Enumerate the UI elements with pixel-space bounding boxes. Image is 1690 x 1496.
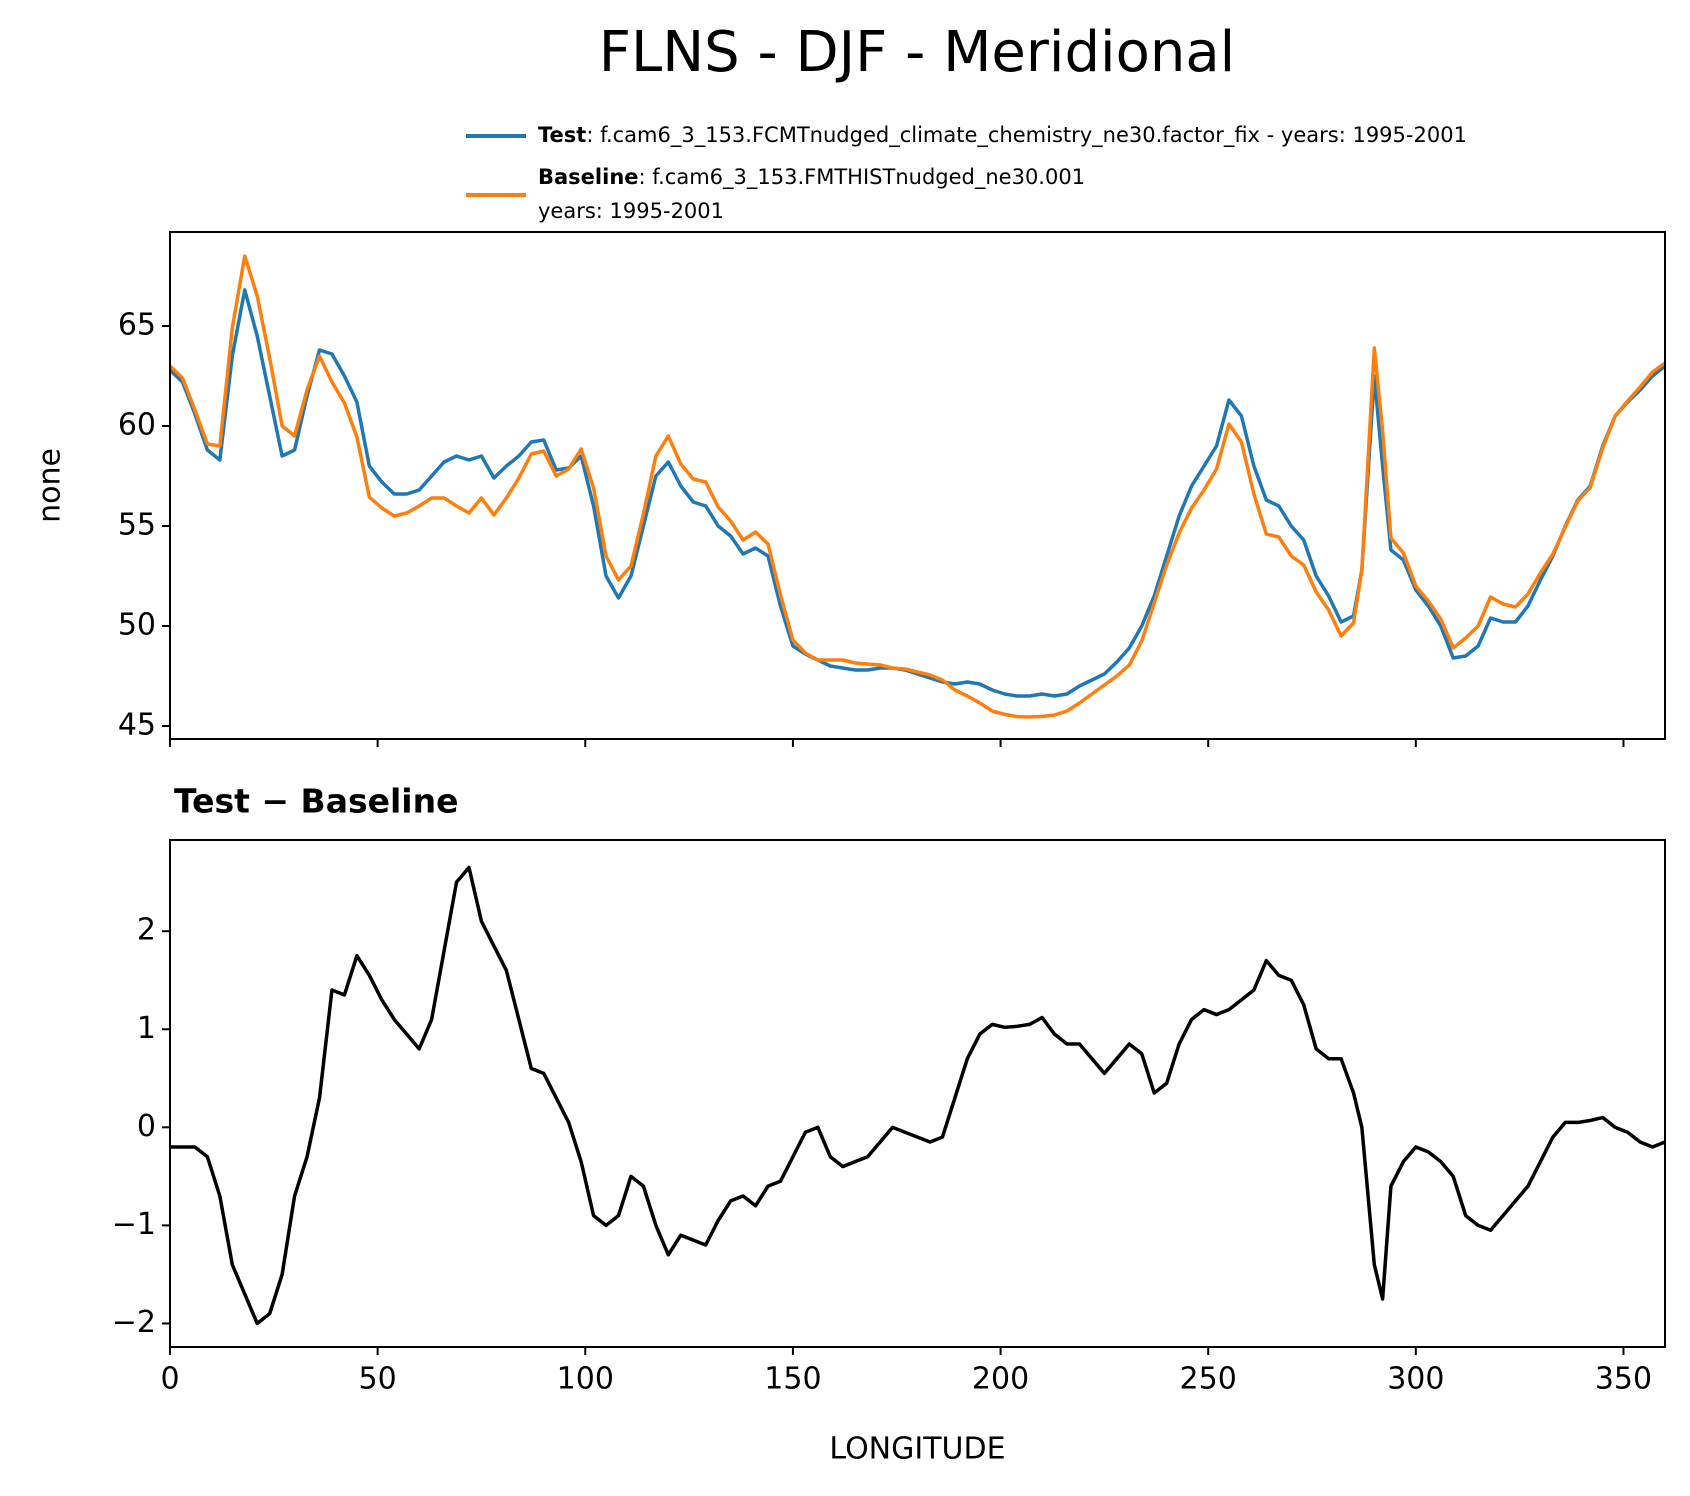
y-tick-label: −2 bbox=[112, 1305, 156, 1340]
x-tick-label: 0 bbox=[160, 1362, 179, 1397]
data-line bbox=[168, 254, 1667, 719]
x-axis-label: LONGITUDE bbox=[829, 1432, 1005, 1467]
legend-label: Baseline: f.cam6_3_153.FMTHISTnudged_ne3… bbox=[538, 165, 1085, 190]
legend-description: : f.cam6_3_153.FMTHISTnudged_ne30.001 bbox=[639, 165, 1086, 190]
axes-frame bbox=[169, 839, 1666, 1348]
axes-frame bbox=[169, 231, 1666, 740]
x-tick-label: 350 bbox=[1595, 1362, 1652, 1397]
legend-description: : f.cam6_3_153.FCMTnudged_climate_chemis… bbox=[586, 123, 1467, 148]
x-tick-label: 150 bbox=[764, 1362, 821, 1397]
y-tick-label: 50 bbox=[118, 608, 156, 643]
y-tick-label: 0 bbox=[137, 1109, 156, 1144]
y-tick-label: 1 bbox=[137, 1011, 156, 1046]
legend-label: Test: f.cam6_3_153.FCMTnudged_climate_ch… bbox=[538, 123, 1467, 148]
x-tick-label: 200 bbox=[972, 1362, 1029, 1397]
legend-name: Baseline bbox=[538, 165, 639, 189]
y-axis-label: none bbox=[33, 448, 68, 523]
y-tick-label: 65 bbox=[118, 308, 156, 343]
x-tick-label: 50 bbox=[359, 1362, 397, 1397]
y-tick-label: 45 bbox=[118, 708, 156, 743]
legend-description: years: 1995-2001 bbox=[538, 199, 724, 223]
x-tick-label: 250 bbox=[1180, 1362, 1237, 1397]
y-tick-label: 60 bbox=[118, 408, 156, 443]
subplot-title: Test − Baseline bbox=[174, 782, 459, 821]
y-tick-label: 2 bbox=[137, 913, 156, 948]
data-line bbox=[170, 865, 1666, 1326]
legend-name: Test bbox=[538, 123, 586, 147]
figure-title: FLNS - DJF - Meridional bbox=[599, 20, 1235, 85]
x-tick-label: 100 bbox=[557, 1362, 614, 1397]
y-tick-label: 55 bbox=[118, 508, 156, 543]
y-tick-label: −1 bbox=[112, 1207, 156, 1242]
x-tick-label: 300 bbox=[1387, 1362, 1444, 1397]
data-line bbox=[168, 288, 1667, 698]
